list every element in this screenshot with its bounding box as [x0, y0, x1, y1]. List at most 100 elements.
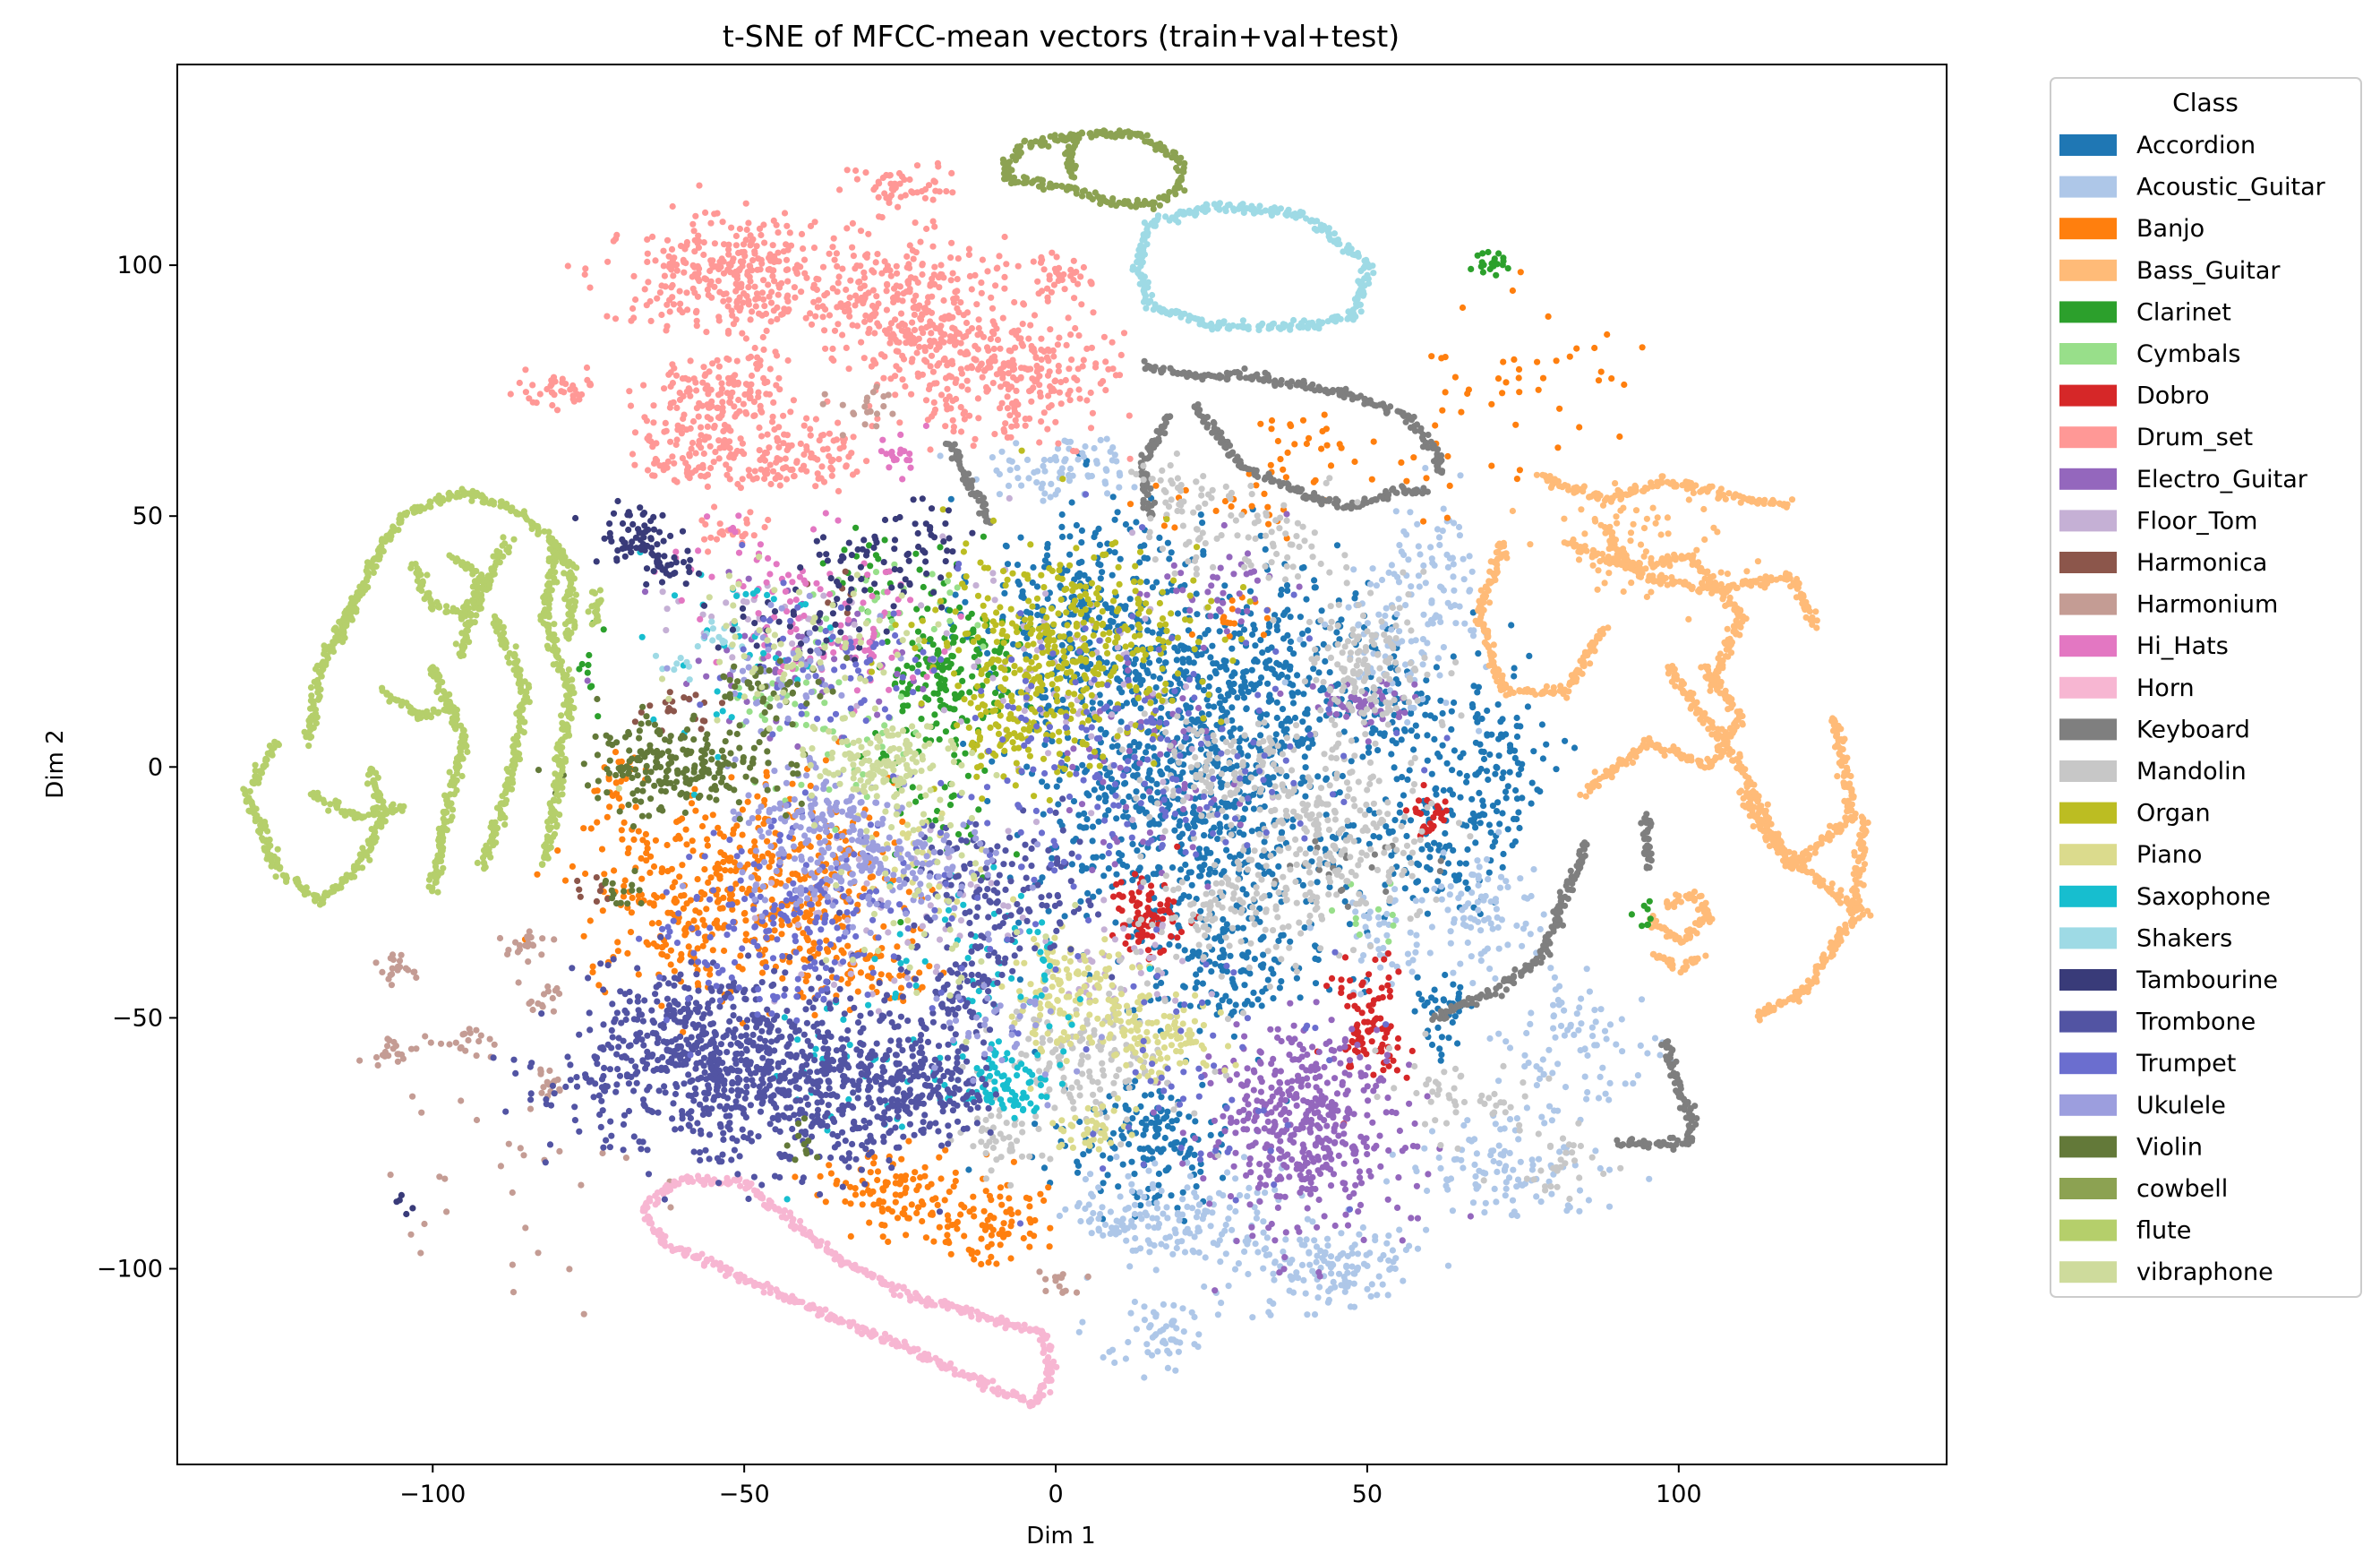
point-acoustic-guitar — [1506, 1149, 1513, 1156]
point-banjo — [1319, 427, 1326, 435]
point-acoustic-guitar — [1634, 1072, 1641, 1079]
point-banjo — [978, 1260, 985, 1267]
point-accordion — [1279, 706, 1287, 713]
point-acoustic-guitar — [1404, 950, 1411, 957]
point-bass-guitar — [1581, 648, 1589, 656]
point-accordion — [1117, 718, 1125, 725]
point-banjo — [1595, 377, 1603, 384]
point-bass-guitar — [1547, 484, 1554, 492]
point-bass-guitar — [1704, 488, 1711, 495]
point-accordion — [1141, 554, 1148, 562]
point-acoustic-guitar — [1302, 1290, 1309, 1297]
point-accordion — [1219, 1174, 1227, 1181]
point-banjo — [705, 879, 712, 887]
point-banjo — [988, 1253, 995, 1260]
point-banjo — [908, 1201, 915, 1208]
point-accordion — [1436, 1045, 1443, 1052]
point-banjo — [852, 1191, 860, 1198]
point-accordion — [1571, 744, 1579, 751]
point-acoustic-guitar — [1469, 1199, 1477, 1206]
point-accordion — [1273, 714, 1280, 722]
point-bass-guitar — [1673, 483, 1680, 490]
point-banjo — [903, 1232, 910, 1239]
point-accordion — [1351, 595, 1358, 602]
data-points — [240, 127, 1874, 1410]
point-acoustic-guitar — [1193, 1193, 1200, 1200]
point-accordion — [1077, 601, 1084, 608]
point-acoustic-guitar — [1468, 953, 1475, 960]
point-acoustic-guitar — [1493, 906, 1500, 913]
point-accordion — [1340, 728, 1348, 735]
point-accordion — [1280, 727, 1288, 734]
point-banjo — [879, 1233, 886, 1241]
point-accordion — [1408, 727, 1415, 734]
point-acoustic-guitar — [1169, 1250, 1177, 1258]
point-acoustic-guitar — [1074, 456, 1082, 463]
point-bass-guitar — [1781, 852, 1788, 859]
point-acoustic-guitar — [1136, 1211, 1143, 1218]
point-accordion — [1336, 789, 1343, 796]
point-acoustic-guitar — [1388, 562, 1395, 569]
point-banjo — [842, 1198, 849, 1206]
point-accordion — [1177, 1149, 1184, 1156]
point-accordion — [1443, 760, 1451, 767]
point-acoustic-guitar — [1132, 1234, 1139, 1242]
point-banjo — [878, 971, 885, 978]
point-accordion — [1194, 683, 1203, 691]
point-acoustic-guitar — [1368, 1281, 1375, 1288]
point-acoustic-guitar — [1179, 1196, 1186, 1203]
point-accordion — [1155, 863, 1162, 871]
point-acoustic-guitar — [1354, 1264, 1362, 1271]
point-acoustic-guitar — [1395, 596, 1402, 603]
point-acoustic-guitar — [1439, 528, 1446, 535]
point-accordion — [1236, 829, 1243, 837]
point-banjo — [822, 1198, 829, 1206]
point-accordion — [1109, 494, 1117, 501]
point-bass-guitar — [1605, 570, 1613, 577]
point-accordion — [1333, 542, 1341, 549]
point-accordion — [1323, 775, 1331, 782]
point-accordion — [1239, 815, 1246, 822]
point-accordion — [1329, 833, 1336, 841]
point-accordion — [1109, 571, 1116, 579]
point-acoustic-guitar — [1523, 1104, 1530, 1112]
point-banjo — [894, 1215, 902, 1222]
point-accordion — [1314, 879, 1321, 886]
point-accordion — [1194, 716, 1202, 723]
point-banjo — [905, 1138, 912, 1145]
point-accordion — [1271, 612, 1279, 619]
point-banjo — [910, 1175, 917, 1183]
point-acoustic-guitar — [1467, 914, 1475, 922]
point-acoustic-guitar — [1434, 655, 1442, 662]
point-acoustic-guitar — [1412, 1164, 1419, 1172]
point-accordion — [1154, 789, 1161, 796]
point-accordion — [1174, 610, 1182, 617]
point-banjo — [652, 837, 660, 844]
point-bass-guitar — [1735, 613, 1742, 620]
point-accordion — [1217, 779, 1224, 786]
point-banjo — [561, 877, 569, 884]
point-acoustic-guitar — [1427, 544, 1434, 551]
point-banjo — [1420, 518, 1427, 525]
point-bass-guitar — [1812, 608, 1819, 615]
point-accordion — [1103, 659, 1110, 666]
point-acoustic-guitar — [1460, 555, 1467, 562]
point-acoustic-guitar — [1407, 509, 1414, 516]
point-banjo — [580, 932, 587, 940]
point-acoustic-guitar — [1420, 611, 1427, 618]
point-acoustic-guitar — [1325, 1296, 1332, 1303]
point-banjo — [709, 947, 716, 954]
point-acoustic-guitar — [1186, 1172, 1194, 1180]
point-acoustic-guitar — [1235, 1260, 1242, 1267]
point-acoustic-guitar — [1460, 915, 1467, 923]
point-banjo — [1014, 1209, 1022, 1216]
point-bass-guitar — [1654, 514, 1661, 521]
point-accordion — [1134, 847, 1141, 854]
point-accordion — [1442, 971, 1449, 979]
point-bass-guitar — [1595, 567, 1602, 574]
point-acoustic-guitar — [1040, 497, 1047, 504]
point-accordion — [1421, 1002, 1428, 1009]
point-acoustic-guitar — [1376, 921, 1383, 928]
point-bass-guitar — [1475, 606, 1482, 614]
